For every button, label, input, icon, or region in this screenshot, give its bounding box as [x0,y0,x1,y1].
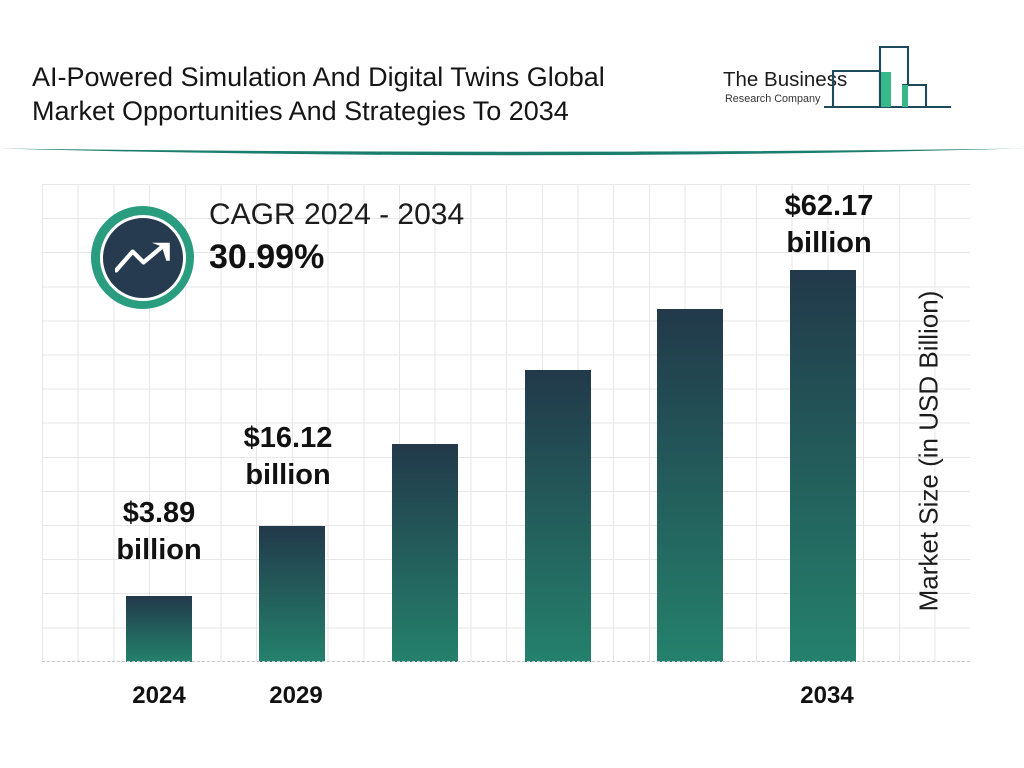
svg-text:The Business: The Business [723,68,847,91]
svg-text:Research Company: Research Company [725,93,821,105]
